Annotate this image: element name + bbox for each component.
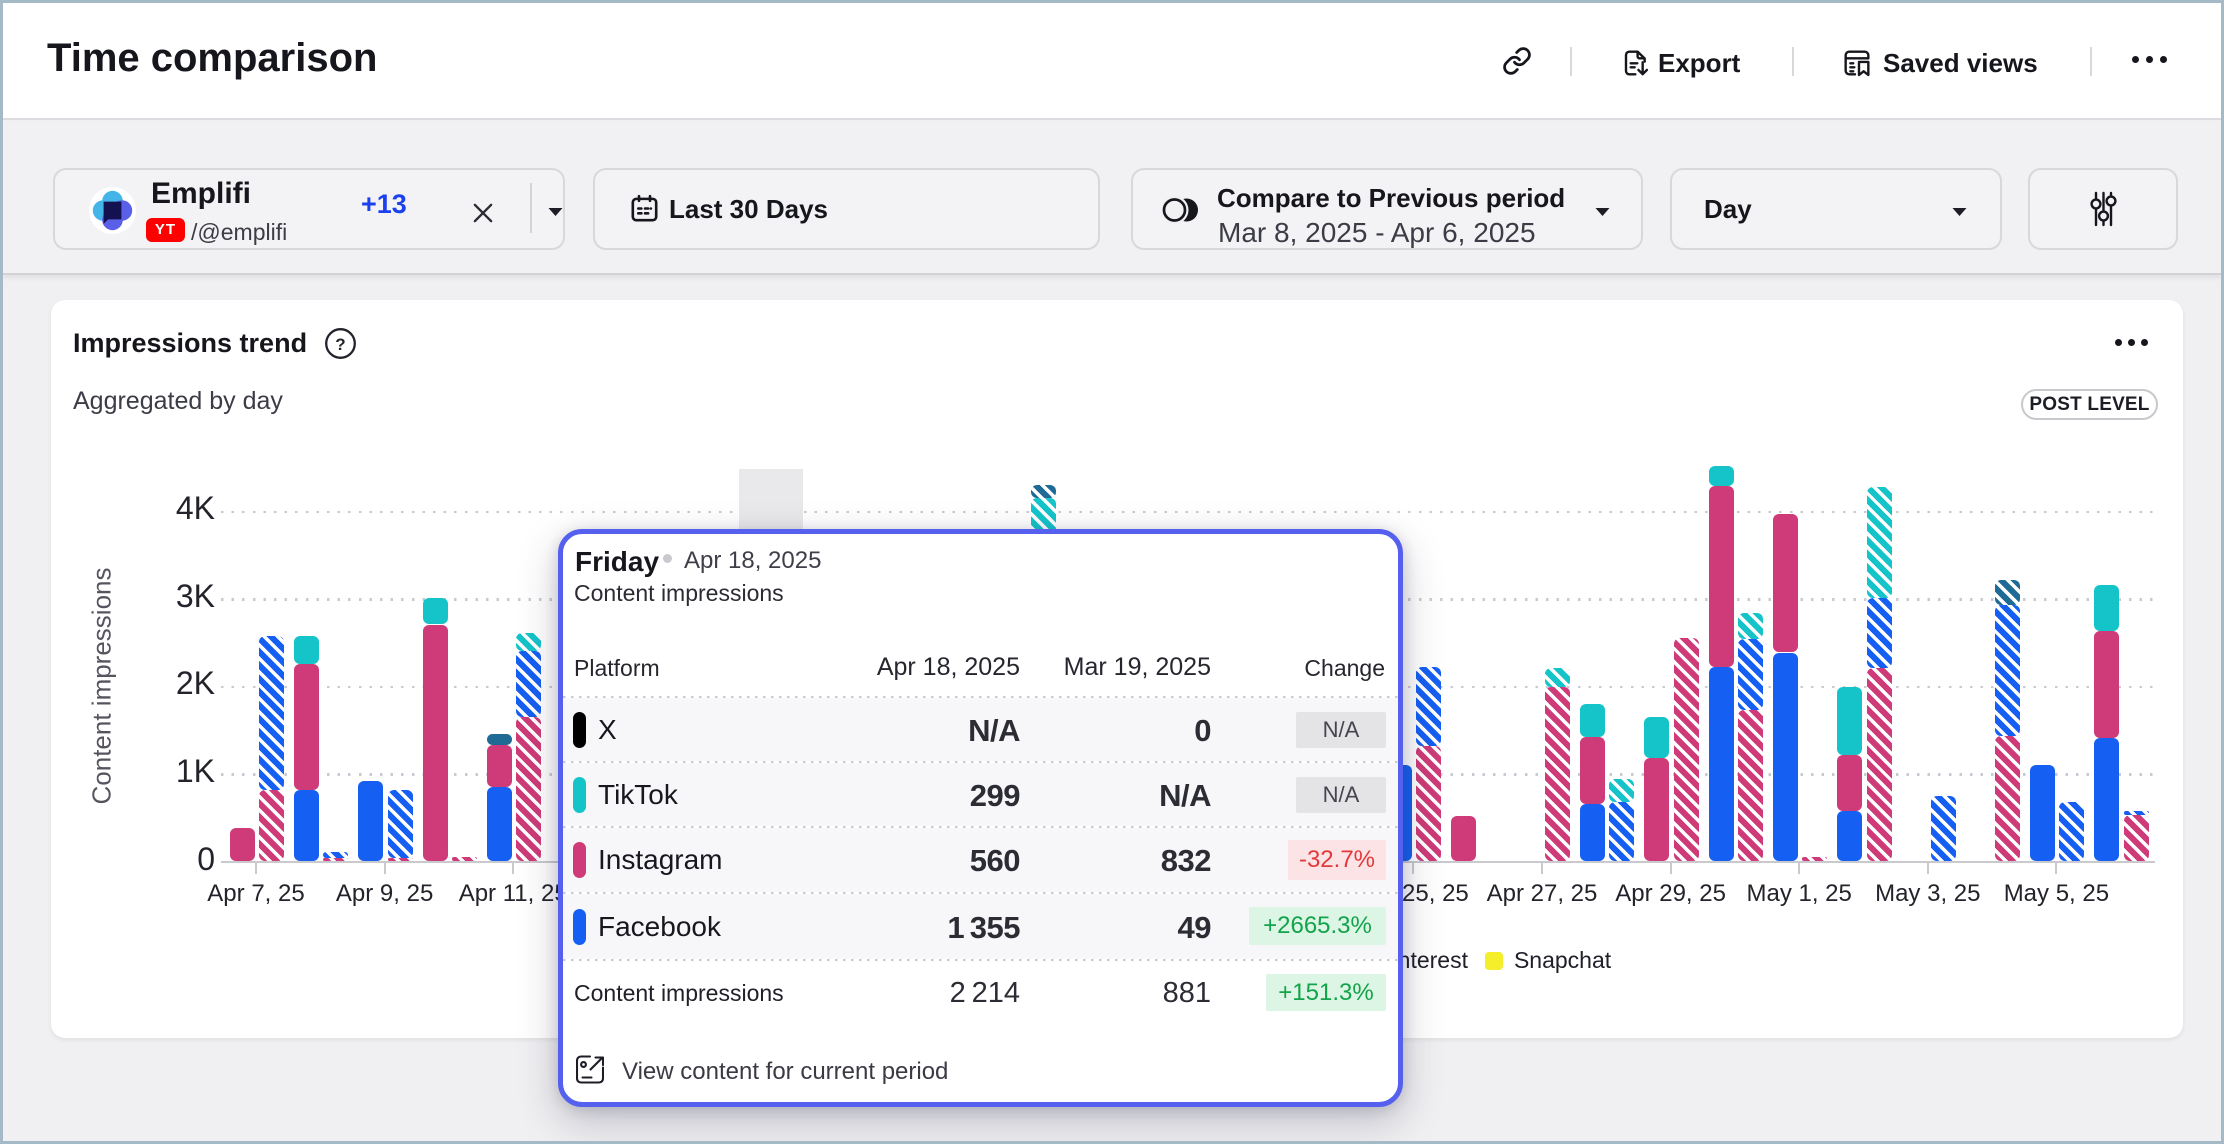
- svg-text:?: ?: [335, 335, 345, 354]
